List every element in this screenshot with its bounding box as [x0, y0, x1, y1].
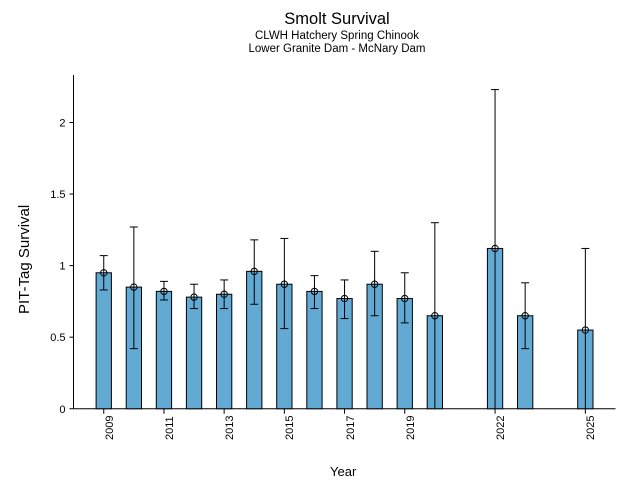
svg-text:2: 2 — [59, 118, 65, 130]
svg-text:0: 0 — [59, 404, 65, 416]
svg-text:0.5: 0.5 — [50, 332, 65, 344]
svg-text:CLWH Hatchery Spring Chinook: CLWH Hatchery Spring Chinook — [255, 30, 419, 42]
svg-text:1: 1 — [59, 261, 65, 273]
svg-text:1.5: 1.5 — [50, 189, 65, 201]
svg-text:Lower Granite Dam - McNary Dam: Lower Granite Dam - McNary Dam — [248, 43, 425, 55]
svg-text:Smolt Survival: Smolt Survival — [284, 10, 389, 28]
